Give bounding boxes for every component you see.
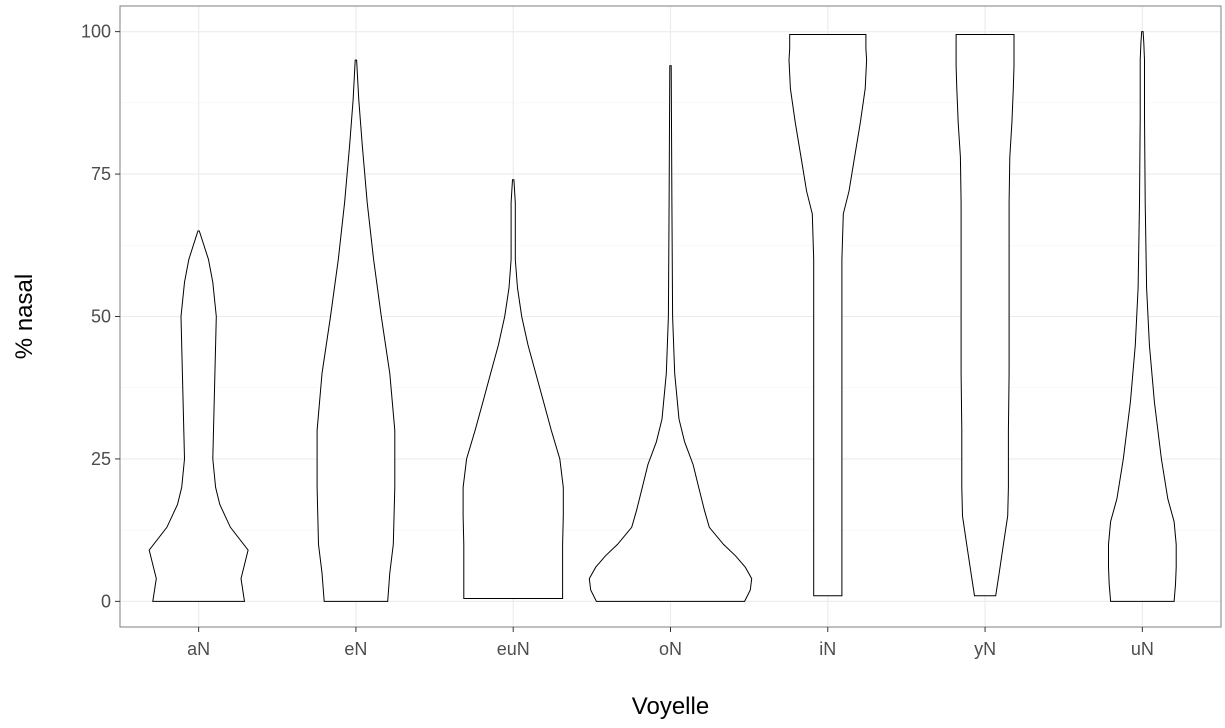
- x-tick-label: euN: [497, 639, 530, 659]
- x-tick-label: oN: [659, 639, 682, 659]
- violin-aN: [148, 230, 249, 602]
- y-tick-label: 75: [91, 164, 111, 184]
- y-tick-label: 100: [81, 22, 111, 42]
- violin-euN: [462, 179, 564, 599]
- x-tick-label: yN: [974, 639, 996, 659]
- x-tick-label: eN: [344, 639, 367, 659]
- x-tick-label: uN: [1131, 639, 1154, 659]
- y-tick-label: 25: [91, 449, 111, 469]
- violin-uN: [1108, 31, 1177, 602]
- violin-yN: [955, 34, 1015, 597]
- violin-oN: [588, 65, 753, 602]
- x-tick-label: iN: [819, 639, 836, 659]
- y-tick-label: 50: [91, 307, 111, 327]
- x-tick-label: aN: [187, 639, 210, 659]
- violin-iN: [788, 34, 868, 597]
- y-tick-label: 0: [101, 591, 111, 611]
- x-axis-title: Voyelle: [632, 693, 709, 720]
- violin-eN: [316, 59, 396, 602]
- y-axis-title: % nasal: [11, 274, 38, 359]
